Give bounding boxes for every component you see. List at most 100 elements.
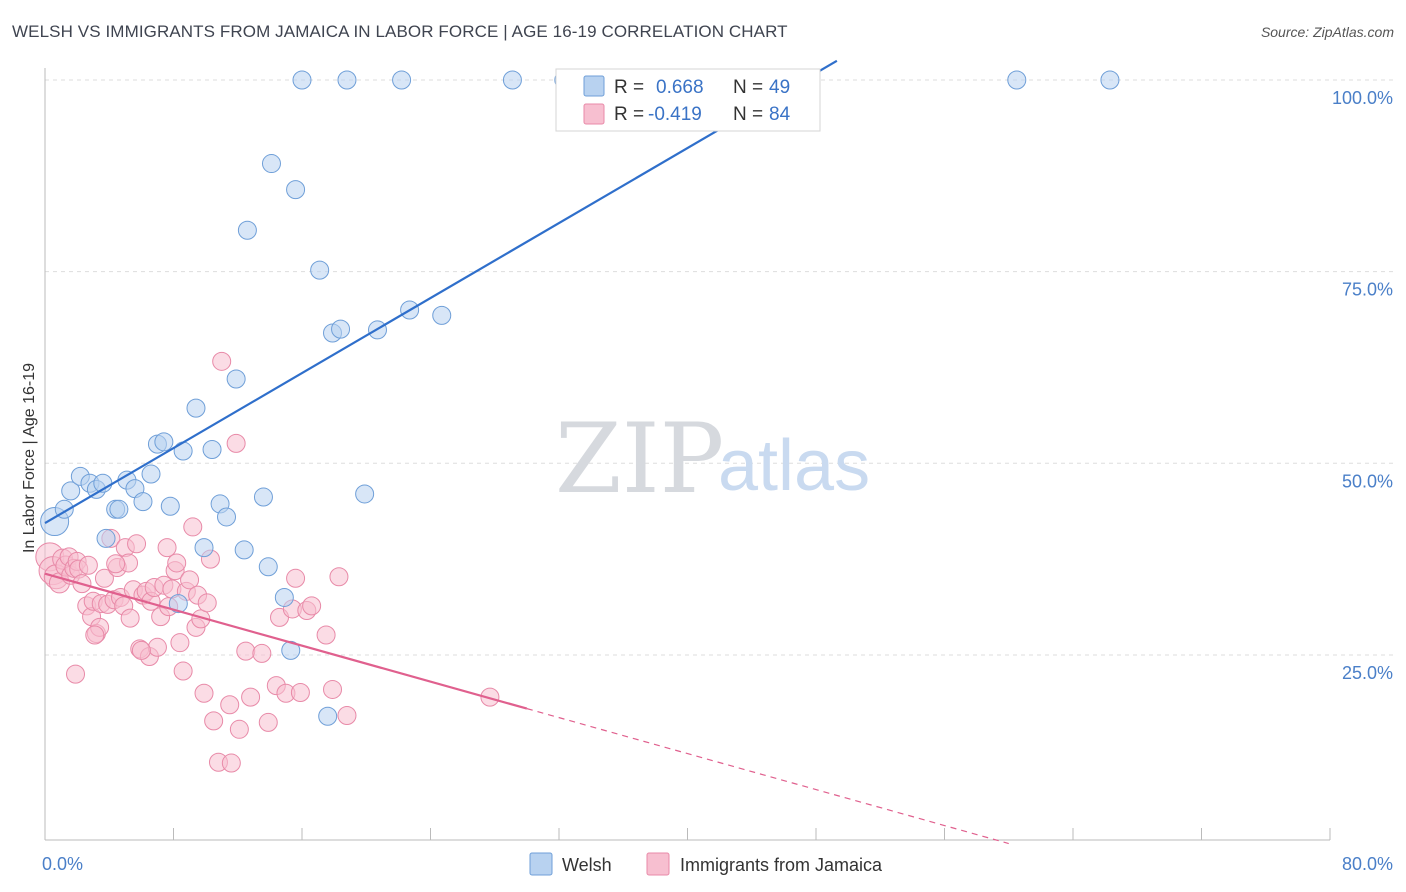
welsh-point: [281, 640, 301, 660]
welsh-point: [286, 180, 306, 200]
welsh-point: [253, 487, 273, 507]
jamaica-point: [197, 593, 217, 613]
jamaica-point: [94, 568, 114, 588]
jamaica-point: [323, 679, 343, 699]
jamaica-points: [35, 351, 500, 773]
jamaica-point: [241, 687, 261, 707]
jamaica-point: [221, 753, 241, 773]
welsh-point: [432, 305, 452, 325]
welsh-points: [40, 70, 1120, 726]
welsh-point: [234, 540, 254, 560]
stats-legend-box: R = 0.668 N = 49 R = -0.419 N = 84: [555, 68, 821, 132]
welsh-point: [237, 220, 257, 240]
jamaica-point: [290, 683, 310, 703]
jamaica-point: [212, 351, 232, 371]
jamaica-point: [220, 695, 240, 715]
welsh-point: [337, 70, 357, 90]
welsh-point: [1007, 70, 1027, 90]
stats-welsh-swatch: [583, 75, 605, 97]
jamaica-point: [157, 538, 177, 558]
jamaica-point: [106, 554, 126, 574]
jamaica-point: [252, 643, 272, 663]
jamaica-point: [302, 596, 322, 616]
welsh-point: [186, 398, 206, 418]
legend-jamaica-label: Immigrants from Jamaica: [680, 855, 883, 875]
axes: [44, 68, 1331, 841]
welsh-point: [61, 481, 81, 501]
y-tick-label: 50.0%: [1342, 471, 1393, 491]
welsh-point: [168, 594, 188, 614]
x-tick-label: 0.0%: [42, 854, 83, 874]
welsh-point: [1100, 70, 1120, 90]
jamaica-point: [236, 641, 256, 661]
welsh-point: [331, 319, 351, 339]
y-tick-labels: 25.0% 50.0% 75.0% 100.0%: [1332, 88, 1393, 683]
welsh-point: [141, 464, 161, 484]
source-label: Source: ZipAtlas.com: [1260, 24, 1394, 40]
jamaica-n-label: N =: [733, 104, 763, 125]
jamaica-point: [183, 517, 203, 537]
jamaica-point: [229, 719, 249, 739]
legend-welsh-swatch: [529, 852, 553, 876]
welsh-n-value: 49: [769, 77, 790, 98]
jamaica-point: [131, 640, 151, 660]
welsh-point: [502, 70, 522, 90]
watermark: ZIP atlas: [555, 403, 870, 515]
jamaica-point: [173, 661, 193, 681]
jamaica-point: [194, 683, 214, 703]
jamaica-r-label: R =: [614, 104, 644, 125]
welsh-point: [292, 70, 312, 90]
welsh-point: [274, 587, 294, 607]
welsh-point: [133, 492, 153, 512]
jamaica-point: [329, 567, 349, 587]
bottom-legend: Welsh Immigrants from Jamaica: [529, 852, 883, 876]
jamaica-point: [78, 555, 98, 575]
x-tick-labels: 0.0% 80.0%: [42, 854, 1393, 874]
welsh-point: [160, 496, 180, 516]
jamaica-trend-line: [44, 572, 528, 710]
welsh-point: [258, 557, 278, 577]
welsh-point: [226, 369, 246, 389]
jamaica-point: [204, 711, 224, 731]
welsh-point: [217, 507, 237, 527]
watermark-atlas-text: atlas: [718, 426, 870, 506]
welsh-point: [392, 70, 412, 90]
welsh-point: [310, 260, 330, 280]
welsh-point: [154, 432, 174, 452]
y-tick-label: 25.0%: [1342, 663, 1393, 683]
y-axis-label: In Labor Force | Age 16-19: [21, 363, 38, 553]
welsh-point: [109, 499, 129, 519]
jamaica-point: [66, 664, 86, 684]
jamaica-point: [337, 706, 357, 726]
jamaica-point: [286, 568, 306, 588]
jamaica-point: [120, 608, 140, 628]
chart-title: WELSH VS IMMIGRANTS FROM JAMAICA IN LABO…: [12, 22, 788, 41]
jamaica-point: [258, 712, 278, 732]
x-tick-label: 80.0%: [1342, 854, 1393, 874]
grid-lines: [45, 79, 1395, 656]
y-tick-label: 100.0%: [1332, 88, 1393, 108]
jamaica-point: [316, 625, 336, 645]
stats-jamaica-swatch: [583, 103, 605, 125]
jamaica-point: [480, 687, 500, 707]
watermark-zip-text: ZIP: [555, 403, 724, 515]
jamaica-point: [85, 625, 105, 645]
jamaica-n-value: 84: [769, 104, 791, 125]
jamaica-r-value: -0.419: [648, 104, 702, 125]
legend-jamaica-swatch: [646, 852, 670, 876]
trend-lines: [44, 59, 1009, 845]
welsh-point: [96, 528, 116, 548]
welsh-point: [261, 154, 281, 174]
jamaica-trend-extension: [526, 708, 1009, 845]
welsh-trend-line: [44, 59, 838, 525]
jamaica-point: [180, 570, 200, 590]
welsh-point: [355, 484, 375, 504]
welsh-point: [173, 441, 193, 461]
welsh-point: [202, 440, 222, 460]
jamaica-point: [147, 637, 167, 657]
welsh-point: [318, 706, 338, 726]
welsh-n-label: N =: [733, 77, 763, 98]
welsh-r-value: 0.668: [656, 77, 704, 98]
jamaica-point: [226, 433, 246, 453]
